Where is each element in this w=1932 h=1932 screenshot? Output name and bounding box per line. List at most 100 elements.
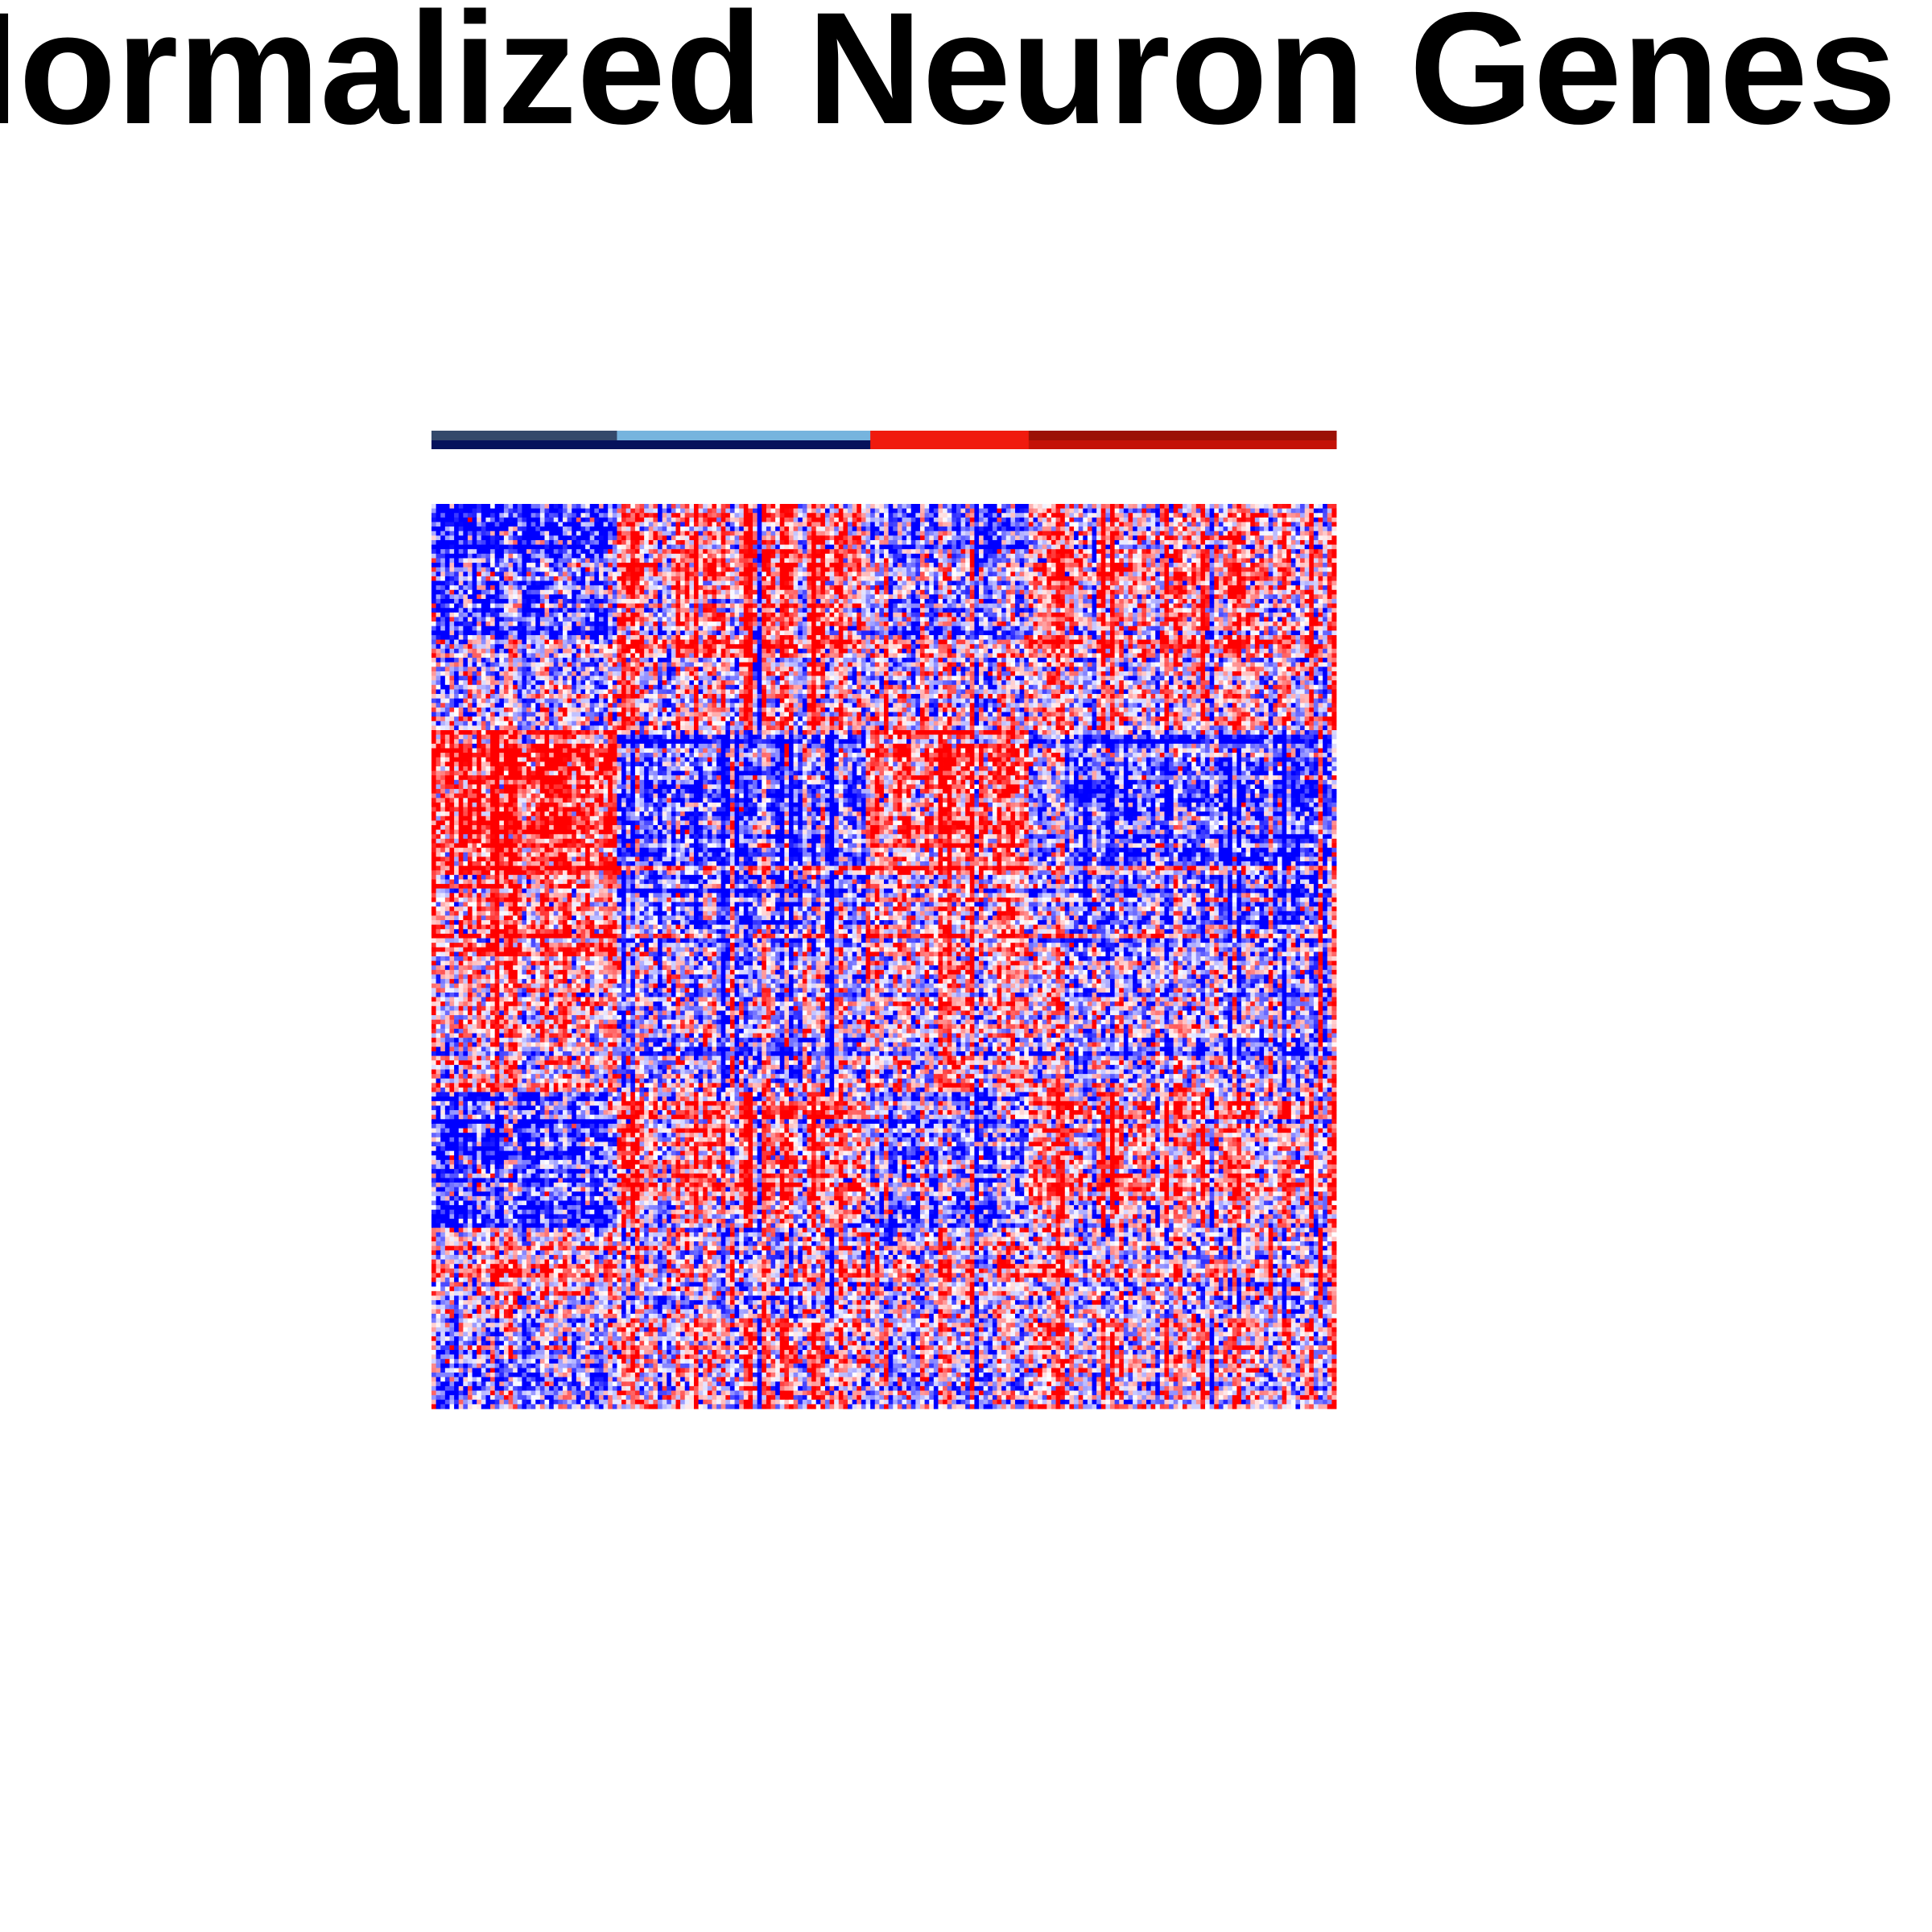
- heatmap-cell: [495, 513, 500, 518]
- annotation-group-3-bottom: [870, 440, 1029, 449]
- heatmap-cell: [1232, 509, 1237, 514]
- heatmap-cell: [1151, 509, 1156, 514]
- heatmap-cell: [766, 509, 771, 514]
- heatmap-cell: [848, 518, 852, 522]
- heatmap-cell: [585, 513, 590, 518]
- annotation-group-4-top: [1029, 431, 1337, 440]
- heatmap-cell: [753, 504, 758, 509]
- heatmap-cell: [970, 518, 975, 522]
- heatmap-cell: [784, 504, 789, 509]
- heatmap-cell: [504, 513, 509, 518]
- heatmap-cell: [626, 513, 631, 518]
- heatmap-cell: [843, 509, 848, 514]
- heatmap-cell: [898, 513, 902, 518]
- heatmap-cell: [1196, 518, 1201, 522]
- heatmap-cell: [1191, 504, 1196, 509]
- heatmap-cell: [658, 504, 663, 509]
- heatmap-cell: [748, 518, 753, 522]
- heatmap-cell: [1228, 513, 1232, 518]
- heatmap-cell: [974, 509, 979, 514]
- heatmap-cell: [694, 504, 699, 509]
- heatmap-cell: [608, 522, 613, 526]
- heatmap-cell: [590, 504, 595, 509]
- heatmap-cell: [879, 513, 884, 518]
- heatmap-cell: [1282, 509, 1287, 514]
- heatmap-cell: [929, 518, 934, 522]
- heatmap-cell: [811, 504, 816, 509]
- heatmap-cell: [680, 509, 685, 514]
- heatmap-cell: [875, 513, 880, 518]
- heatmap-cell: [1210, 518, 1215, 522]
- heatmap-cell: [1327, 518, 1332, 522]
- heatmap-cell: [1169, 504, 1174, 509]
- heatmap-cell: [640, 513, 645, 518]
- heatmap-cell: [590, 522, 595, 526]
- heatmap-cell: [1088, 518, 1092, 522]
- heatmap-cell: [979, 518, 984, 522]
- heatmap-cell: [952, 513, 956, 518]
- heatmap-cell: [911, 509, 916, 514]
- heatmap-cell: [1232, 518, 1237, 522]
- heatmap-cell: [1115, 504, 1120, 509]
- heatmap-cell: [961, 518, 966, 522]
- heatmap-cell: [644, 513, 649, 518]
- heatmap-cell: [852, 504, 857, 509]
- heatmap-cell: [725, 513, 730, 518]
- heatmap-cell: [558, 513, 563, 518]
- heatmap-cell: [671, 504, 676, 509]
- heatmap-cell: [716, 504, 721, 509]
- heatmap-cell: [893, 504, 898, 509]
- heatmap-cell: [699, 504, 704, 509]
- heatmap-cell: [1141, 504, 1146, 509]
- heatmap-cell: [540, 522, 545, 526]
- heatmap-cell: [545, 504, 550, 509]
- heatmap-cell: [879, 518, 884, 522]
- heatmap-cell: [843, 518, 848, 522]
- heatmap-cell: [449, 513, 454, 518]
- heatmap-cell: [473, 509, 477, 514]
- heatmap-cell: [640, 509, 645, 514]
- heatmap-cell: [811, 513, 816, 518]
- heatmap-cell: [1210, 504, 1215, 509]
- heatmap-cell: [1169, 518, 1174, 522]
- heatmap-cell: [459, 509, 464, 514]
- heatmap-cell: [956, 518, 961, 522]
- heatmap-cell: [803, 504, 807, 509]
- heatmap-cell: [653, 513, 658, 518]
- heatmap-cell: [1200, 509, 1205, 514]
- heatmap-cell: [758, 518, 762, 522]
- heatmap-cell: [839, 504, 844, 509]
- heatmap-cell: [481, 504, 486, 509]
- heatmap-cell: [1010, 504, 1015, 509]
- heatmap-cell: [893, 513, 898, 518]
- heatmap-cell: [1029, 504, 1034, 509]
- heatmap-cell: [1006, 504, 1011, 509]
- heatmap-cell: [739, 504, 744, 509]
- heatmap-cell: [1232, 504, 1237, 509]
- heatmap-cell: [820, 518, 825, 522]
- heatmap-cell: [535, 518, 540, 522]
- heatmap-cell: [934, 504, 939, 509]
- heatmap-cell: [563, 513, 568, 518]
- heatmap-cell: [775, 518, 780, 522]
- heatmap-cell: [1124, 509, 1129, 514]
- heatmap-cell: [984, 509, 989, 514]
- heatmap-cell: [513, 518, 518, 522]
- heatmap-cell: [1246, 509, 1251, 514]
- heatmap-cell: [843, 504, 848, 509]
- heatmap-cell: [594, 509, 599, 514]
- heatmap-cell: [929, 509, 934, 514]
- heatmap-cell: [594, 513, 599, 518]
- heatmap-cell: [540, 504, 545, 509]
- heatmap-cell: [934, 509, 939, 514]
- heatmap-cell: [1038, 504, 1042, 509]
- heatmap-cell: [1214, 518, 1219, 522]
- heatmap-cell: [1309, 518, 1314, 522]
- heatmap-cell: [518, 522, 522, 526]
- heatmap-cell: [1101, 504, 1106, 509]
- heatmap-cell: [1105, 504, 1110, 509]
- heatmap-cell: [780, 518, 785, 522]
- heatmap-cell: [1092, 518, 1097, 522]
- heatmap-cell: [1331, 504, 1336, 509]
- heatmap-cell: [1029, 518, 1034, 522]
